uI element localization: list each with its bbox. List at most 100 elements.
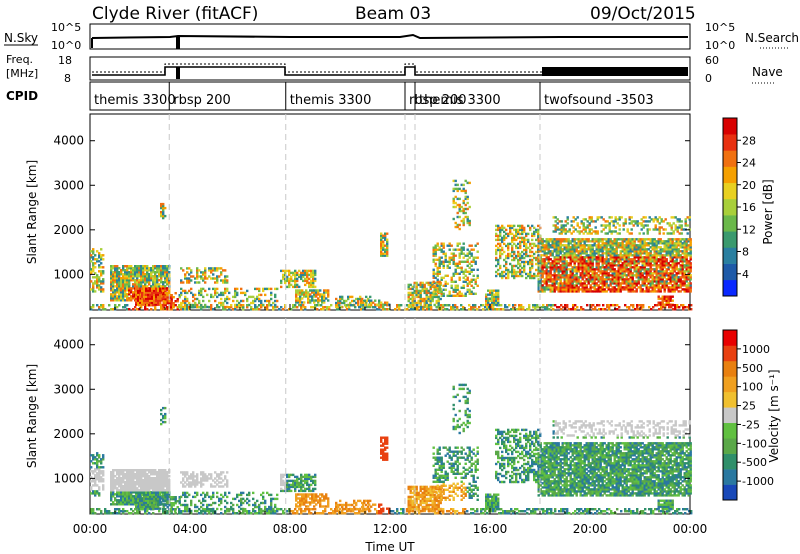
echo-cell xyxy=(176,306,179,309)
echo-cell xyxy=(495,301,498,304)
echo-cell xyxy=(434,248,437,251)
echo-cell xyxy=(567,274,570,277)
echo-cell xyxy=(380,248,383,251)
echo-cell xyxy=(587,270,590,273)
echo-cell xyxy=(246,304,249,307)
echo-cell xyxy=(588,228,591,231)
echo-cell xyxy=(647,272,650,275)
echo-cell xyxy=(94,254,97,257)
echo-cell xyxy=(611,264,614,267)
echo-cell xyxy=(284,279,287,283)
echo-cell xyxy=(468,272,471,275)
echo-cell xyxy=(591,282,594,285)
echo-cell xyxy=(98,266,101,269)
echo-cell xyxy=(160,277,163,280)
echo-cell xyxy=(639,238,642,241)
echo-cell xyxy=(426,308,429,311)
echo-cell xyxy=(497,299,500,302)
echo-cell xyxy=(420,308,423,311)
echo-cell xyxy=(653,264,656,267)
echo-cell xyxy=(497,272,500,276)
echo-cell xyxy=(305,293,308,296)
echo-cell xyxy=(164,296,167,299)
echo-cell xyxy=(132,273,135,276)
echo-cell xyxy=(470,280,473,283)
echo-cell xyxy=(605,238,608,241)
echo-cell xyxy=(260,293,263,297)
echo-cell xyxy=(321,297,324,300)
echo-cell xyxy=(380,240,383,243)
echo-cell xyxy=(608,304,611,307)
echo-cell xyxy=(539,284,542,287)
echo-cell xyxy=(557,258,560,261)
echo-cell xyxy=(535,256,538,260)
echo-cell xyxy=(158,267,161,270)
echo-cell xyxy=(684,218,687,221)
echo-cell xyxy=(374,299,377,302)
echo-cell xyxy=(549,286,552,289)
echo-cell xyxy=(611,276,614,279)
echo-cell xyxy=(486,308,489,311)
echo-cell xyxy=(464,189,467,193)
echo-cell xyxy=(639,246,642,249)
echo-cell xyxy=(555,254,558,257)
echo-cell xyxy=(186,308,189,311)
echo-cell xyxy=(642,226,645,229)
echo-cell xyxy=(458,209,461,213)
echo-cell xyxy=(577,276,580,279)
echo-cell xyxy=(635,264,638,267)
echo-cell xyxy=(116,489,119,492)
echo-cell xyxy=(448,262,451,265)
echo-cell xyxy=(633,266,636,269)
echo-cell xyxy=(134,285,137,288)
echo-cell xyxy=(157,293,160,296)
echo-cell xyxy=(629,258,632,261)
echo-cell xyxy=(657,250,660,253)
echo-cell xyxy=(236,299,239,303)
echo-cell xyxy=(521,270,524,274)
echo-cell xyxy=(663,297,666,300)
echo-cell xyxy=(611,282,614,285)
echo-cell xyxy=(555,252,558,255)
echo-cell xyxy=(637,250,640,253)
echo-cell xyxy=(625,250,628,253)
echo-cell xyxy=(138,275,141,278)
echo-cell xyxy=(522,308,525,311)
echo-cell xyxy=(308,281,311,285)
echo-cell xyxy=(571,266,574,269)
echo-cell xyxy=(601,242,604,245)
echo-cell xyxy=(658,226,661,229)
echo-cell xyxy=(506,306,509,309)
echo-cell xyxy=(100,460,103,463)
echo-cell xyxy=(298,285,301,289)
echo-cell xyxy=(553,242,556,245)
echo-cell xyxy=(450,284,453,287)
echo-cell xyxy=(624,304,627,307)
echo-cell xyxy=(635,260,638,263)
echo-cell xyxy=(657,272,660,275)
echo-cell xyxy=(501,228,504,232)
echo-cell xyxy=(386,304,389,307)
echo-cell xyxy=(343,299,346,303)
echo-cell xyxy=(651,284,654,287)
echo-cell xyxy=(609,252,612,255)
echo-cell xyxy=(655,266,658,269)
echo-cell xyxy=(137,291,140,294)
echo-cell xyxy=(671,268,674,271)
echo-cell xyxy=(458,187,461,191)
echo-cell xyxy=(635,276,638,279)
echo-cell xyxy=(555,260,558,263)
echo-cell xyxy=(593,284,596,287)
colorbar-tick-label: 12 xyxy=(742,223,756,236)
echo-cell xyxy=(549,250,552,253)
echo-cell xyxy=(589,260,592,263)
echo-cell xyxy=(413,281,416,285)
echo-cell xyxy=(153,291,156,294)
echo-cell xyxy=(468,308,471,311)
echo-cell xyxy=(419,293,422,297)
echo-cell xyxy=(128,291,131,294)
echo-cell xyxy=(315,295,318,298)
echo-cell xyxy=(92,256,95,259)
echo-cell xyxy=(166,287,169,290)
echo-cell xyxy=(460,286,463,289)
